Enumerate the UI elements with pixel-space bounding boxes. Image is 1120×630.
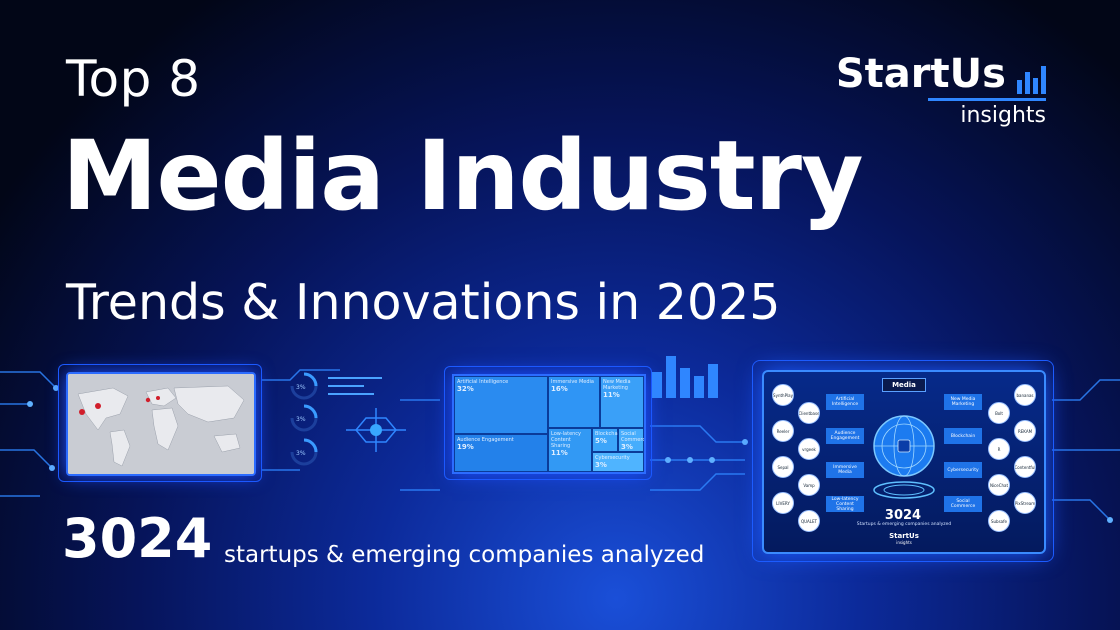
logo-sub: insights bbox=[960, 103, 1046, 128]
logo-underline bbox=[928, 98, 1046, 101]
main-title: Media Industry bbox=[62, 120, 864, 232]
treemap-cell: Audience Engagement 19% bbox=[454, 434, 548, 472]
trend-box-left: Immersive Media bbox=[826, 462, 864, 478]
infographic-panel: Media Artificial Intelligence Audience E… bbox=[762, 370, 1046, 554]
company-logo: NiceChat bbox=[988, 474, 1010, 496]
company-logo: Vamp bbox=[798, 474, 820, 496]
company-logo: R bbox=[988, 438, 1010, 460]
world-map-panel bbox=[66, 372, 256, 476]
infographic-sub: Startups & emerging companies analyzed bbox=[856, 522, 952, 527]
globe-icon bbox=[873, 415, 935, 499]
infographic-logo-sub: insights bbox=[896, 540, 912, 545]
company-logo: Reeler bbox=[772, 420, 794, 442]
infographic-center-label: Media bbox=[882, 378, 926, 392]
trend-box-right: Blockchain bbox=[944, 428, 982, 444]
company-logo: vrgeek bbox=[798, 438, 820, 460]
treemap-cell: Blockchain 5% bbox=[592, 428, 622, 452]
startus-logo[interactable]: StartUs insights bbox=[836, 54, 1046, 128]
bars-decoration bbox=[652, 356, 718, 398]
treemap-cell: New Media Marketing 11% bbox=[600, 376, 644, 428]
infographic-frame bbox=[752, 360, 1054, 562]
company-logo: Bolt bbox=[988, 402, 1010, 424]
gauges-decoration bbox=[290, 372, 406, 466]
treemap-cell: Social Commerce 3% bbox=[618, 428, 644, 452]
company-logo: Clientbase bbox=[798, 402, 820, 424]
startup-count: 3024 bbox=[62, 507, 213, 570]
company-logo: Contentful bbox=[1014, 456, 1036, 478]
company-logo: SynthPlay bbox=[772, 384, 794, 406]
treemap-cell: Cybersecurity 3% bbox=[592, 452, 644, 472]
company-logo: LIVERY bbox=[772, 492, 794, 514]
sub-title: Trends & Innovations in 2025 bbox=[66, 274, 781, 331]
top-line: Top 8 bbox=[66, 50, 201, 108]
infographic-count: 3024 bbox=[884, 508, 922, 523]
treemap-cell: Low-latency Content Sharing 11% bbox=[548, 428, 592, 472]
gauge-value-3: 3% bbox=[296, 450, 306, 457]
circuit-decoration bbox=[0, 369, 1120, 523]
treemap-frame bbox=[444, 366, 652, 480]
trend-box-left: Artificial Intelligence bbox=[826, 394, 864, 410]
infographic-logo: StartUs bbox=[889, 532, 919, 540]
company-logo: PixStream bbox=[1014, 492, 1036, 514]
company-logo: QUALET bbox=[798, 510, 820, 532]
company-logo: Subsafe bbox=[988, 510, 1010, 532]
company-logo: bananas bbox=[1014, 384, 1036, 406]
map-frame bbox=[58, 364, 262, 482]
treemap-cell: Artificial Intelligence 32% bbox=[454, 376, 548, 434]
trend-box-right: Social Commerce bbox=[944, 496, 982, 512]
company-logo: Sepal bbox=[772, 456, 794, 478]
treemap-panel: Artificial Intelligence 32% Immersive Med… bbox=[452, 374, 646, 474]
world-map-icon bbox=[68, 374, 254, 474]
logo-brand: StartUs bbox=[835, 51, 1006, 97]
startup-count-label: startups & emerging companies analyzed bbox=[224, 542, 705, 568]
trend-box-left: Audience Engagement bbox=[826, 428, 864, 444]
trend-box-left: Low-latency Content Sharing bbox=[826, 496, 864, 512]
gauge-value-1: 3% bbox=[296, 384, 306, 391]
company-logo: REKAM bbox=[1014, 420, 1036, 442]
gauge-value-2: 3% bbox=[296, 416, 306, 423]
trend-box-right: Cybersecurity bbox=[944, 462, 982, 478]
bar-chart-icon bbox=[1017, 62, 1046, 94]
treemap-cell: Immersive Media 16% bbox=[548, 376, 600, 428]
trend-box-right: New Media Marketing bbox=[944, 394, 982, 410]
